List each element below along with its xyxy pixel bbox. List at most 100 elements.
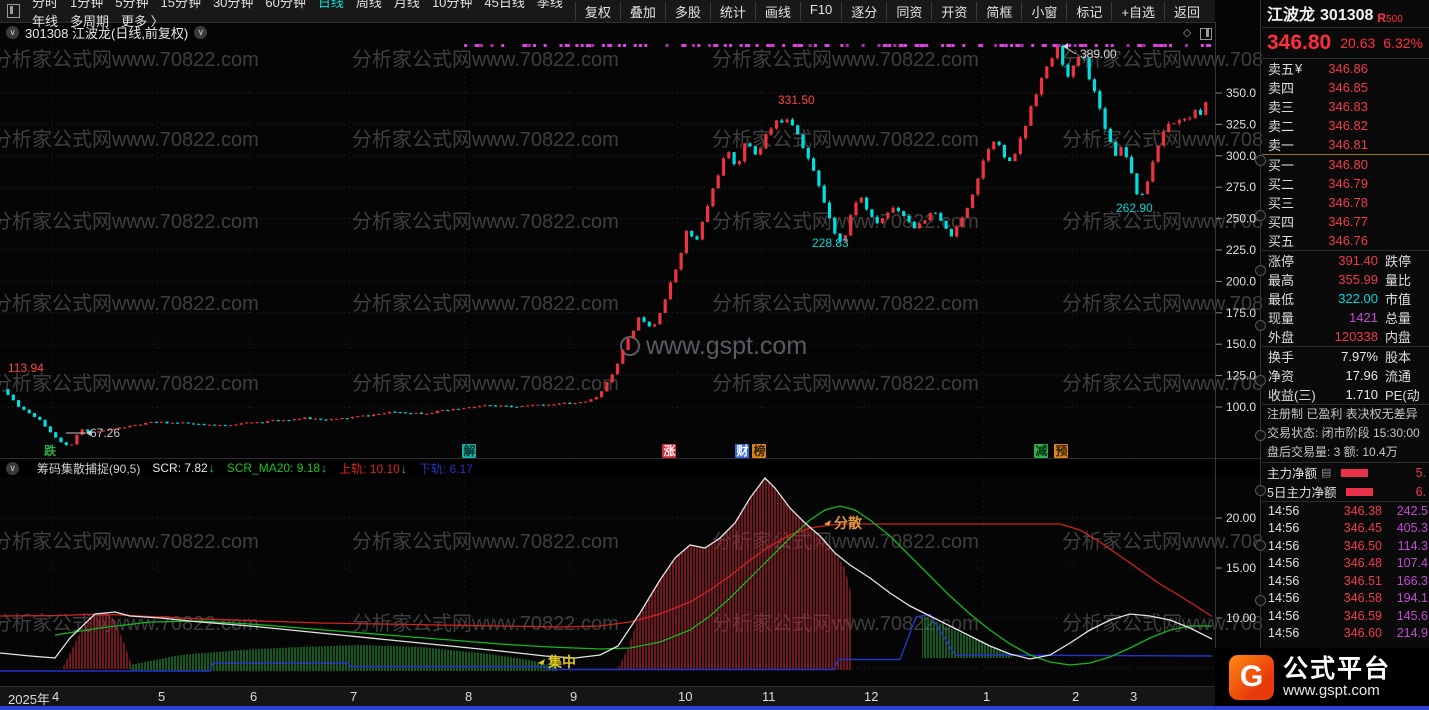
menu-item-14[interactable]: 更多 〉 [121,14,164,29]
panel-handle-icon[interactable] [1255,320,1266,331]
gspt-logo[interactable]: G 公式平台 www.gspt.com [1215,648,1429,706]
stat-label-right: 市值 [1385,292,1412,307]
stat-value: 322.00 [1338,291,1378,306]
tool-item-4[interactable]: 画线 [754,1,800,21]
ask-price[interactable]: 346.85 [1328,80,1368,95]
menu-item-9[interactable]: 10分钟 [431,0,473,10]
event-badge-跌[interactable]: 跌 [44,443,57,458]
tick-row[interactable]: 14:56 346.59 145.6 [1262,607,1429,625]
menu-item-2[interactable]: 5分钟 [115,0,149,10]
bid-row-4[interactable]: 买五 346.76 [1262,231,1429,250]
tool-item-6[interactable]: 逐分 [841,1,886,21]
menu-item-4[interactable]: 30分钟 [212,0,254,10]
tool-item-1[interactable]: 叠加 [619,1,665,21]
tool-item-10[interactable]: 小窗 [1021,1,1066,21]
tick-row[interactable]: 14:56 346.60 214.9 [1262,625,1429,643]
menu-item-13[interactable]: 多周期 [70,14,110,29]
tool-item-5[interactable]: F10 [799,1,841,21]
bid-row-0[interactable]: 买一 346.80 [1262,155,1429,174]
event-badge-涨[interactable]: 涨 [664,443,676,458]
panel-handle-icon[interactable] [1255,430,1266,441]
section-divider [1262,346,1429,347]
menu-item-6[interactable]: 日线 [317,0,344,10]
collapse-chevron-icon[interactable]: ∨ [6,25,19,39]
menu-item-12[interactable]: 年线 [32,14,59,29]
menu-item-1[interactable]: 1分钟 [70,0,104,10]
bid-row-3[interactable]: 买四 346.77 [1262,212,1429,231]
tick-row[interactable]: 14:56 346.48 107.4 [1262,555,1429,573]
event-badge-榜[interactable]: 榜 [754,443,766,458]
ask-price[interactable]: 346.82 [1328,118,1368,133]
menu-item-0[interactable]: 分时 [32,0,59,10]
tool-item-12[interactable]: +自选 [1111,1,1164,21]
panel-handle-icon[interactable] [1255,595,1266,606]
tool-item-11[interactable]: 标记 [1066,1,1111,21]
svg-text:20.00: 20.00 [1226,511,1256,525]
main-net-row[interactable]: 主力净额 ▤ 5. [1262,463,1429,482]
window-icon[interactable] [7,4,20,18]
tick-row[interactable]: 14:56 346.50 114.3 [1262,537,1429,555]
ask-row-3[interactable]: 卖二 346.82 [1262,116,1429,135]
event-badge-解[interactable]: 解 [464,443,476,458]
currency-icon[interactable]: ¥ [1295,61,1303,76]
bid-row-2[interactable]: 买三 346.78 [1262,193,1429,212]
tool-item-3[interactable]: 统计 [709,1,755,21]
split-view-icon[interactable] [1200,28,1212,40]
bid-price[interactable]: 346.78 [1328,195,1368,210]
ask-price[interactable]: 346.83 [1328,99,1368,114]
indicator-collapse-icon[interactable]: ∨ [6,461,19,475]
tool-item-8[interactable]: 开资 [931,1,976,21]
panel-handle-icon[interactable] [1255,375,1266,386]
ask-price[interactable]: 346.81 [1328,137,1368,152]
menu-item-10[interactable]: 45日线 [484,0,525,10]
net5-row[interactable]: 5日主力净额 6. [1262,482,1429,501]
svg-text:125.0: 125.0 [1226,369,1256,383]
time-axis[interactable]: 2025年 4 5 6 7 8 9 10 11 12 1 2 3 [0,686,1262,707]
tick-row[interactable]: 14:56 346.45 405.3 [1262,520,1429,538]
panel-handle-icon[interactable] [1255,155,1266,166]
ask-row-2[interactable]: 卖三 346.83 [1262,97,1429,116]
ask-row-1[interactable]: 卖四 346.85 [1262,78,1429,97]
svg-text:15.00: 15.00 [1226,561,1256,575]
bid-price[interactable]: 346.79 [1328,176,1368,191]
main-chart-svg: 分析家公式网www.70822.com 分析家公式网www.70822.com 分析… [0,42,1262,458]
menu-item-3[interactable]: 15分钟 [160,0,201,10]
main-net-label: 主力净额 [1267,467,1318,481]
svg-text:175.0: 175.0 [1226,306,1256,320]
panel-handle-icon[interactable] [1255,265,1266,276]
title-dropdown-icon[interactable]: ∨ [194,25,208,39]
event-badge-财[interactable]: 财 [736,443,749,458]
tool-item-9[interactable]: 简框 [976,1,1021,21]
bid-row-1[interactable]: 买二 346.79 [1262,174,1429,193]
bid-price[interactable]: 346.80 [1328,157,1368,172]
tool-item-0[interactable]: 复权 [574,1,620,21]
stock-header[interactable]: 江波龙 301308 R 500 [1262,0,1429,28]
tick-row[interactable]: 14:56 346.58 194.1 [1262,590,1429,608]
axis-month-10: 1 [983,689,991,704]
menu-item-8[interactable]: 月线 [393,0,420,10]
tool-item-2[interactable]: 多股 [664,1,710,21]
detail-doc-icon[interactable]: ▤ [1321,467,1332,479]
event-badges[interactable]: 跌 解 涨 财榜 减预 [44,443,1068,458]
svg-text:389.00: 389.00 [1080,47,1117,61]
tick-row[interactable]: 14:56 346.51 166.3 [1262,572,1429,590]
panel-handle-icon[interactable] [1255,485,1266,496]
menu-item-5[interactable]: 60分钟 [265,0,306,10]
sidebar-divider[interactable] [1260,0,1261,710]
diamond-icon[interactable]: ◇ [1183,27,1192,39]
menu-item-11[interactable]: 季线 [536,0,563,10]
menu-item-7[interactable]: 周线 [355,0,382,10]
tool-item-7[interactable]: 同资 [886,1,931,21]
ask-row-4[interactable]: 卖一 346.81 [1262,135,1429,154]
panel-handle-icon[interactable] [1255,540,1266,551]
tick-time: 14:56 [1268,521,1300,536]
bid-price[interactable]: 346.77 [1328,214,1368,229]
tool-item-13[interactable]: 返回 [1163,1,1209,21]
tick-row[interactable]: 14:56 346.38 242.5 [1262,502,1429,520]
ask-price[interactable]: 346.86 [1328,61,1368,76]
event-badge-减[interactable]: 减 [1036,443,1048,458]
event-badge-预[interactable]: 预 [1056,444,1068,458]
panel-handle-icon[interactable] [1255,210,1266,221]
ask-row-0[interactable]: 卖五 ¥346.86 [1262,59,1429,78]
bid-price[interactable]: 346.76 [1328,233,1368,248]
